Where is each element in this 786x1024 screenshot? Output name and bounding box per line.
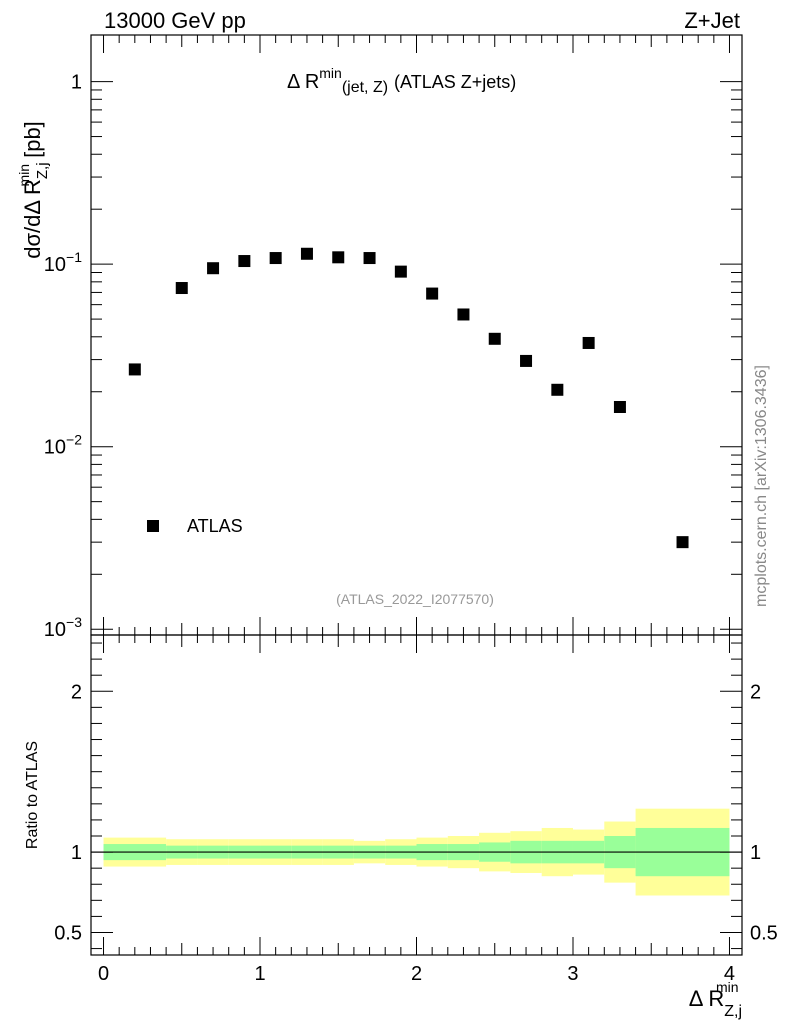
data-point: [520, 354, 533, 367]
ratio-y-tick-label-left: 2: [71, 681, 82, 703]
data-point: [332, 251, 345, 264]
ratio-y-axis-label: Ratio to ATLAS: [24, 741, 41, 849]
data-point: [238, 255, 251, 268]
data-point: [613, 400, 626, 413]
x-tick-label: 1: [254, 963, 265, 985]
data-point: [207, 262, 220, 275]
x-tick-label: 0: [98, 963, 109, 985]
main-axis-ticks: [91, 35, 742, 635]
ratio-y-tick-label-right: 2: [750, 681, 761, 703]
header-collision-energy: 13000 GeV pp: [104, 8, 246, 33]
main-panel-frame: [90, 34, 743, 636]
ratio-panel-frame: [90, 634, 743, 956]
header-process: Z+Jet: [684, 8, 740, 33]
data-point: [582, 336, 595, 349]
legend-label-atlas: ATLAS: [187, 516, 243, 536]
svg-text:Ratio to ATLAS: Ratio to ATLAS: [24, 741, 41, 849]
main-y-tick-label: 10−3: [44, 614, 82, 641]
legend-marker: [147, 520, 159, 532]
data-point: [175, 282, 188, 295]
data-point: [363, 252, 376, 265]
data-point: [488, 332, 501, 345]
main-y-tick-label: 1: [71, 72, 82, 94]
ratio-y-tick-label-right: 1: [750, 842, 761, 864]
data-point: [551, 383, 564, 396]
main-y-tick-labels: 1 10−1 10−2 10−3: [44, 72, 82, 642]
ratio-axis-ticks: [91, 635, 742, 955]
main-y-tick-label: 10−1: [44, 249, 82, 276]
side-watermark-label: mcplots.cern.ch [arXiv:1306.3436]: [753, 365, 770, 607]
main-y-axis-label: dσ/dΔ RZ,jmin[pb]: [16, 121, 51, 259]
x-axis-label: Δ RZ,jmin: [689, 979, 742, 1020]
data-point: [394, 265, 407, 278]
data-point: [128, 363, 141, 376]
data-point: [269, 252, 282, 265]
x-tick-label: 4: [724, 963, 735, 985]
ratio-y-tick-label-left: 0.5: [54, 922, 82, 944]
data-point: [457, 308, 470, 321]
legend: ATLAS: [147, 516, 243, 536]
analysis-id-label: (ATLAS_2022_I2077570): [336, 591, 494, 607]
x-tick-label: 3: [567, 963, 578, 985]
ratio-y-tick-label-right: 0.5: [750, 922, 778, 944]
data-point: [426, 287, 439, 300]
x-tick-labels: 0 1 2 3 4: [98, 963, 735, 985]
data-point: [300, 247, 313, 260]
main-y-tick-label: 10−2: [44, 432, 82, 459]
data-point: [676, 536, 689, 549]
main-plot-title: Δ Rmin(jet, Z) (ATLAS Z+jets): [287, 65, 516, 96]
ratio-y-tick-labels: 2 2 1 1 0.5 0.5: [54, 681, 778, 944]
ratio-y-tick-label-left: 1: [71, 842, 82, 864]
svg-text:dσ/dΔ RZ,jmin[pb]: dσ/dΔ RZ,jmin[pb]: [16, 121, 51, 259]
atlas-data-markers: [128, 247, 689, 549]
x-tick-label: 2: [411, 963, 422, 985]
svg-text:mcplots.cern.ch [arXiv:1306.34: mcplots.cern.ch [arXiv:1306.3436]: [753, 365, 770, 607]
